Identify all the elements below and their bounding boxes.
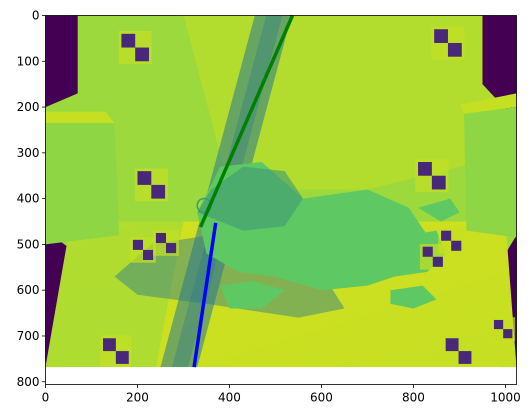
series-layer bbox=[192, 14, 295, 368]
left-cabinet bbox=[45, 123, 120, 245]
calibration-marker-cell bbox=[121, 33, 136, 48]
calibration-marker-cell bbox=[458, 351, 472, 364]
calibration-marker-cell bbox=[143, 249, 154, 260]
calibration-marker-cell bbox=[431, 175, 446, 190]
calibration-marker-cell bbox=[432, 256, 443, 267]
calibration-marker-cell bbox=[155, 232, 167, 244]
calibration-marker-cell bbox=[445, 338, 459, 352]
frog-head bbox=[197, 166, 304, 231]
axes: 0 200 400 600 800 1000 0 100 200 300 400 500 600 700 8… bbox=[17, 9, 521, 405]
calibration-marker-cell bbox=[434, 29, 448, 43]
calibration-marker-cell bbox=[422, 246, 433, 257]
right-dark-background bbox=[482, 15, 517, 121]
x-tick-label: 1000 bbox=[490, 391, 521, 405]
x-tick-label: 600 bbox=[310, 391, 333, 405]
calibration-marker-cell bbox=[447, 42, 462, 57]
calibration-marker-cell bbox=[135, 47, 149, 62]
frog-toes bbox=[418, 198, 460, 222]
y-tick-label: 100 bbox=[17, 54, 40, 68]
calibration-marker-cell bbox=[102, 338, 116, 352]
x-tick-label: 400 bbox=[218, 391, 241, 405]
y-tick-label: 800 bbox=[17, 375, 40, 389]
y-tick-label: 600 bbox=[17, 283, 40, 297]
right-cabinet-top bbox=[459, 93, 517, 114]
y-tick-label: 300 bbox=[17, 146, 40, 160]
frog-left-foot bbox=[220, 281, 285, 309]
y-tick-label: 400 bbox=[17, 192, 40, 206]
calibration-marker-cell bbox=[493, 319, 504, 330]
calibration-marker-cell bbox=[151, 184, 166, 199]
left-cabinet-top bbox=[45, 111, 115, 124]
heatmap-image bbox=[45, 15, 517, 368]
frog-right-foot bbox=[390, 285, 437, 309]
calibration-marker-cell bbox=[441, 230, 452, 241]
calibration-marker-cell bbox=[503, 329, 513, 339]
series-line-1 bbox=[198, 14, 295, 228]
axes-frame bbox=[45, 15, 517, 385]
calibration-marker-cell bbox=[132, 239, 144, 250]
x-tick-label: 0 bbox=[42, 391, 50, 405]
left-dark-background bbox=[45, 15, 78, 108]
right-cabinet bbox=[464, 107, 517, 238]
calibration-marker-cell bbox=[166, 243, 177, 254]
x-tick-label: 800 bbox=[402, 391, 425, 405]
y-tick-label: 0 bbox=[32, 9, 40, 23]
series-line-2 bbox=[192, 222, 218, 368]
calibration-marker-cell bbox=[418, 162, 432, 176]
calibration-marker-cell bbox=[451, 240, 462, 251]
y-tick-label: 700 bbox=[17, 329, 40, 343]
calibration-marker-cell bbox=[137, 171, 152, 185]
calibration-marker-cell bbox=[115, 351, 129, 364]
x-tick-label: 200 bbox=[126, 391, 149, 405]
y-tick-label: 500 bbox=[17, 237, 40, 251]
y-tick-label: 200 bbox=[17, 100, 40, 114]
